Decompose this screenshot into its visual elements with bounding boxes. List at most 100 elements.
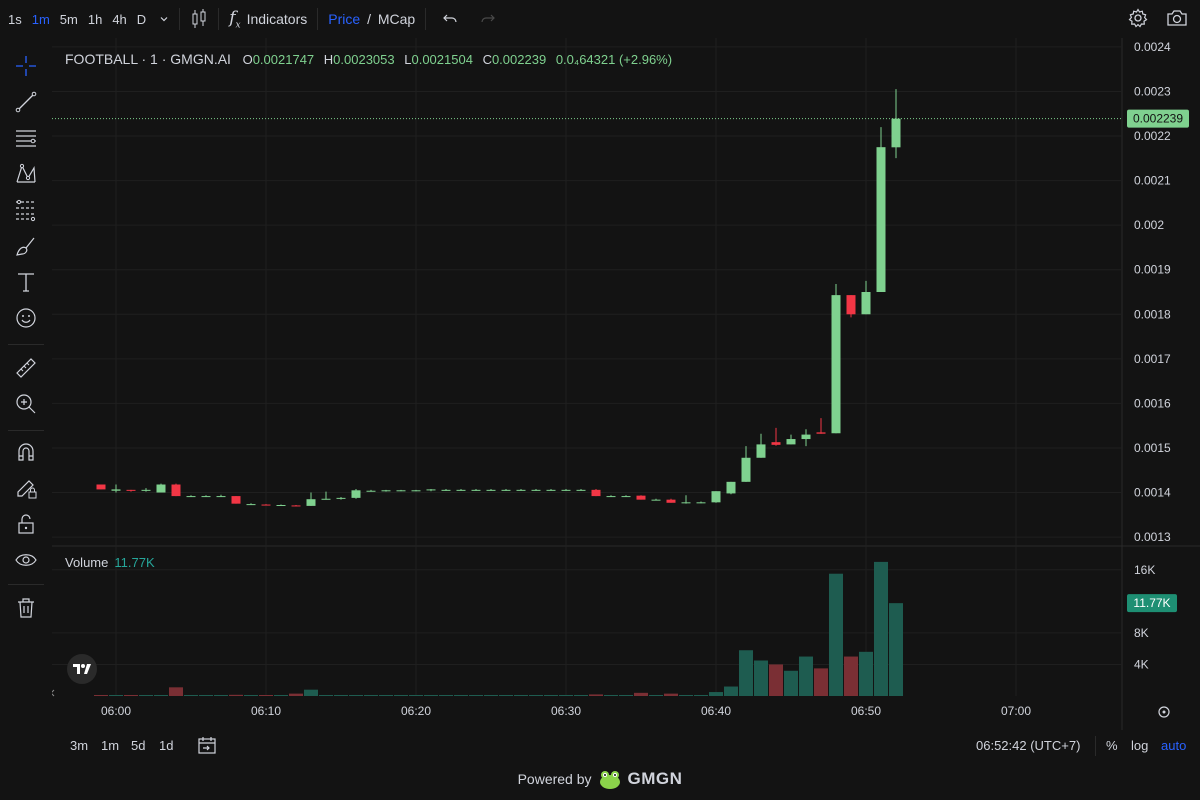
timeframe-4h[interactable]: 4h xyxy=(112,11,127,27)
candle-body xyxy=(861,292,871,315)
volume-bar xyxy=(889,603,903,696)
price-option[interactable]: Price xyxy=(328,11,361,27)
price-tick-label: 0.0021 xyxy=(1134,174,1171,188)
chart-area[interactable]: 0.0024 0.0023 0.0022 0.0021 0.002 0.0019 0.001… xyxy=(52,38,1200,730)
trend-line-icon[interactable] xyxy=(12,88,40,116)
volume-bar xyxy=(394,695,408,696)
candle-body xyxy=(111,489,121,491)
time-tick-label: 06:40 xyxy=(701,704,731,718)
trash-icon[interactable] xyxy=(12,594,40,622)
time-tick-label: 07:00 xyxy=(1001,704,1031,718)
candle-body xyxy=(321,498,331,500)
volume-bar xyxy=(124,695,138,696)
unlock-icon[interactable] xyxy=(12,510,40,538)
volume-bar xyxy=(409,695,423,696)
toolbar-divider xyxy=(425,8,427,30)
volume-bar xyxy=(364,695,378,696)
candle-body xyxy=(261,504,271,506)
volume-bar xyxy=(814,668,828,696)
candle-body xyxy=(411,490,421,492)
range-3m[interactable]: 3m xyxy=(70,738,89,753)
redo-icon[interactable] xyxy=(480,12,496,26)
candle-body xyxy=(141,489,151,491)
bottom-toolbar: 3m 1m 5d 1d 06:52:42 (UTC+7) % log auto xyxy=(0,730,1200,760)
lock-drawing-icon[interactable] xyxy=(12,474,40,502)
volume-bar xyxy=(94,695,108,696)
settings-gear-icon[interactable] xyxy=(1128,8,1148,28)
pattern-icon[interactable] xyxy=(12,160,40,188)
volume-bar xyxy=(649,695,663,696)
emoji-icon[interactable] xyxy=(12,304,40,332)
candle-body xyxy=(126,489,136,491)
range-1d[interactable]: 1d xyxy=(159,738,174,753)
horizontal-lines-icon[interactable] xyxy=(12,124,40,152)
top-right-actions xyxy=(1128,8,1188,28)
screenshot-camera-icon[interactable] xyxy=(1166,8,1188,28)
range-1m[interactable]: 1m xyxy=(101,738,120,753)
range-5d[interactable]: 5d xyxy=(131,738,146,753)
candle-body xyxy=(456,489,466,491)
volume-bar xyxy=(229,694,243,696)
volume-bar xyxy=(799,656,813,696)
tradingview-logo[interactable] xyxy=(67,654,97,684)
candle-body xyxy=(441,489,451,491)
volume-bar xyxy=(274,695,288,696)
toolbar-divider xyxy=(8,430,44,431)
candlestick-type-icon[interactable] xyxy=(190,9,208,29)
candle-body xyxy=(636,495,646,500)
volume-bar xyxy=(139,695,153,696)
volume-bar xyxy=(634,692,648,696)
candle-body xyxy=(516,489,526,491)
goto-date-icon[interactable] xyxy=(196,734,218,759)
visibility-eye-icon[interactable] xyxy=(12,546,40,574)
auto-scale-toggle[interactable]: auto xyxy=(1161,738,1187,753)
fib-retracement-icon[interactable] xyxy=(12,196,40,224)
indicators-button[interactable]: fx Indicators xyxy=(229,8,307,30)
axis-settings-gear-icon[interactable] xyxy=(1158,706,1170,718)
percent-toggle[interactable]: % xyxy=(1106,738,1118,753)
chevron-down-icon[interactable] xyxy=(159,12,169,27)
time-tick-label: 06:50 xyxy=(851,704,881,718)
price-mcap-toggle[interactable]: Price / MCap xyxy=(328,11,415,27)
timeframe-5m[interactable]: 5m xyxy=(59,11,78,27)
candle-body xyxy=(891,118,901,148)
ruler-icon[interactable] xyxy=(12,354,40,382)
candle-body xyxy=(816,432,826,434)
clock-timezone[interactable]: 06:52:42 (UTC+7) xyxy=(976,738,1081,753)
candle-body xyxy=(726,481,736,494)
last-price-tag xyxy=(1127,109,1189,128)
price-tick-label: 0.0018 xyxy=(1134,307,1171,321)
candle-body xyxy=(471,489,481,491)
timeframe-1m[interactable]: 1m xyxy=(31,11,50,27)
candle-body xyxy=(246,504,256,506)
timeframe-1h[interactable]: 1h xyxy=(87,11,103,27)
candle-body xyxy=(801,434,811,440)
undo-icon[interactable] xyxy=(442,12,458,26)
volume-bar xyxy=(694,695,708,696)
volume-bar xyxy=(379,695,393,696)
low-value: 0.0021504 xyxy=(411,52,473,67)
volume-bar xyxy=(589,694,603,696)
timeframe-1s[interactable]: 1s xyxy=(8,11,22,27)
toolbar-divider xyxy=(8,344,44,345)
mcap-option[interactable]: MCap xyxy=(377,11,416,27)
crosshair-icon[interactable] xyxy=(12,52,40,80)
volume-bar xyxy=(499,695,513,696)
candle-body xyxy=(846,295,856,315)
zoom-in-icon[interactable] xyxy=(12,390,40,418)
candle-body xyxy=(186,496,196,498)
high-key: H xyxy=(323,52,334,67)
magnet-icon[interactable] xyxy=(12,438,40,466)
scroll-left-chevron-icon[interactable] xyxy=(52,689,55,697)
top-toolbar: 1s 1m 5m 1h 4h D fx Indicators Price / MCap xyxy=(0,0,1200,38)
toolbar-divider xyxy=(179,8,181,30)
brush-icon[interactable] xyxy=(12,232,40,260)
log-toggle[interactable]: log xyxy=(1131,738,1149,753)
text-tool-icon[interactable] xyxy=(12,268,40,296)
volume-tick-label: 16K xyxy=(1134,563,1155,577)
volume-bar xyxy=(469,695,483,696)
timeframe-d[interactable]: D xyxy=(136,11,147,27)
timeframe-selector: 1s 1m 5m 1h 4h D xyxy=(3,12,151,27)
price-chart[interactable]: 0.0024 0.0023 0.0022 0.0021 0.002 0.0019 0.001… xyxy=(52,38,1200,730)
time-tick-label: 06:20 xyxy=(401,704,431,718)
